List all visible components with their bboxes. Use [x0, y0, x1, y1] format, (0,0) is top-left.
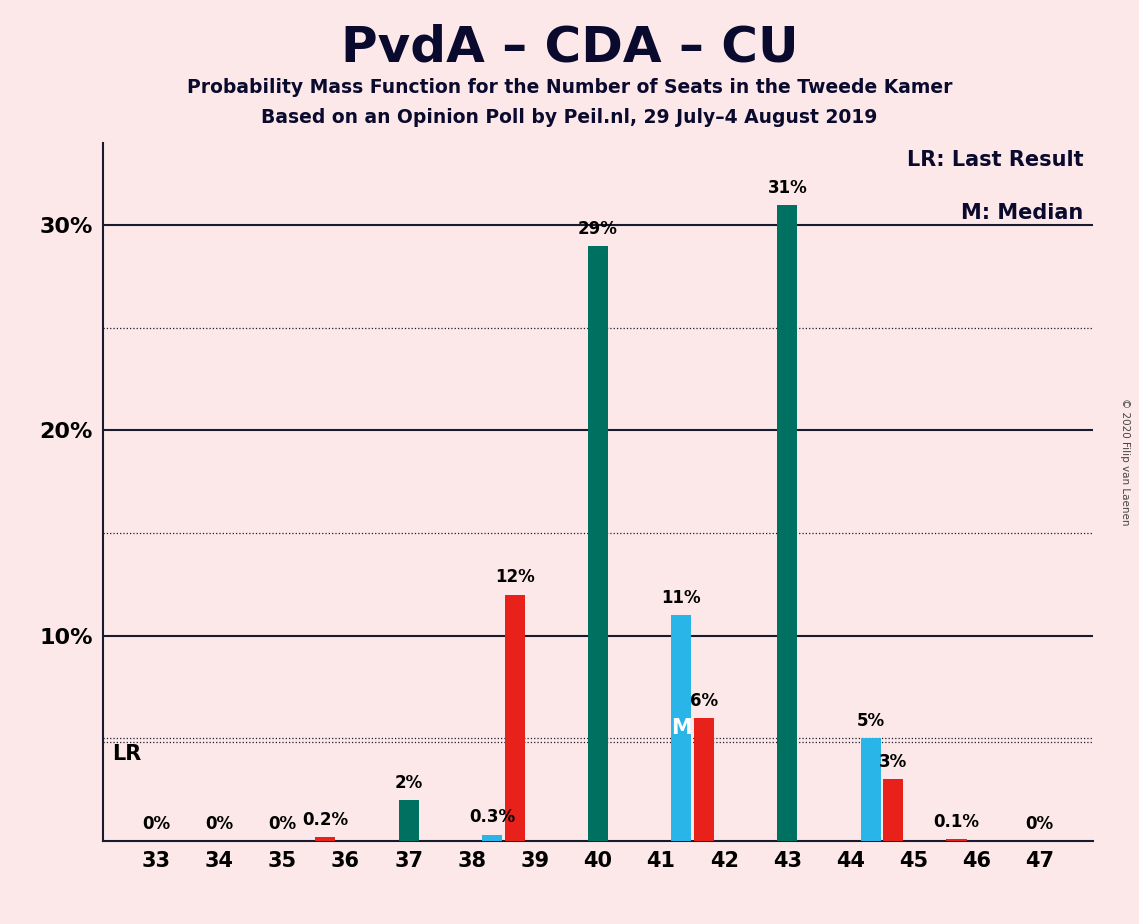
- Text: 0%: 0%: [205, 815, 233, 833]
- Text: © 2020 Filip van Laenen: © 2020 Filip van Laenen: [1121, 398, 1130, 526]
- Bar: [694, 718, 714, 841]
- Text: 29%: 29%: [577, 220, 618, 237]
- Text: 3%: 3%: [879, 753, 908, 771]
- Bar: [482, 834, 502, 841]
- Bar: [316, 837, 335, 841]
- Bar: [947, 839, 967, 841]
- Text: Probability Mass Function for the Number of Seats in the Tweede Kamer: Probability Mass Function for the Number…: [187, 78, 952, 97]
- Text: 6%: 6%: [690, 691, 718, 710]
- Text: 0%: 0%: [142, 815, 170, 833]
- Text: 0.2%: 0.2%: [302, 810, 349, 829]
- Text: 0.1%: 0.1%: [934, 812, 980, 831]
- Text: M: Median: M: Median: [961, 202, 1083, 223]
- Bar: [671, 615, 691, 841]
- Text: 11%: 11%: [662, 589, 702, 607]
- Text: 0.3%: 0.3%: [469, 808, 515, 826]
- Text: LR: LR: [112, 745, 141, 764]
- Bar: [777, 205, 797, 841]
- Text: PvdA – CDA – CU: PvdA – CDA – CU: [341, 23, 798, 71]
- Bar: [588, 246, 608, 841]
- Text: M: M: [671, 718, 691, 738]
- Bar: [861, 738, 880, 841]
- Text: 12%: 12%: [494, 568, 534, 587]
- Text: LR: Last Result: LR: Last Result: [907, 151, 1083, 170]
- Bar: [505, 595, 525, 841]
- Text: 0%: 0%: [269, 815, 296, 833]
- Text: 5%: 5%: [857, 712, 885, 730]
- Text: 0%: 0%: [1026, 815, 1054, 833]
- Text: 2%: 2%: [394, 773, 423, 792]
- Bar: [399, 800, 419, 841]
- Text: 31%: 31%: [768, 178, 808, 197]
- Text: Based on an Opinion Poll by Peil.nl, 29 July–4 August 2019: Based on an Opinion Poll by Peil.nl, 29 …: [261, 108, 878, 128]
- Bar: [883, 779, 903, 841]
